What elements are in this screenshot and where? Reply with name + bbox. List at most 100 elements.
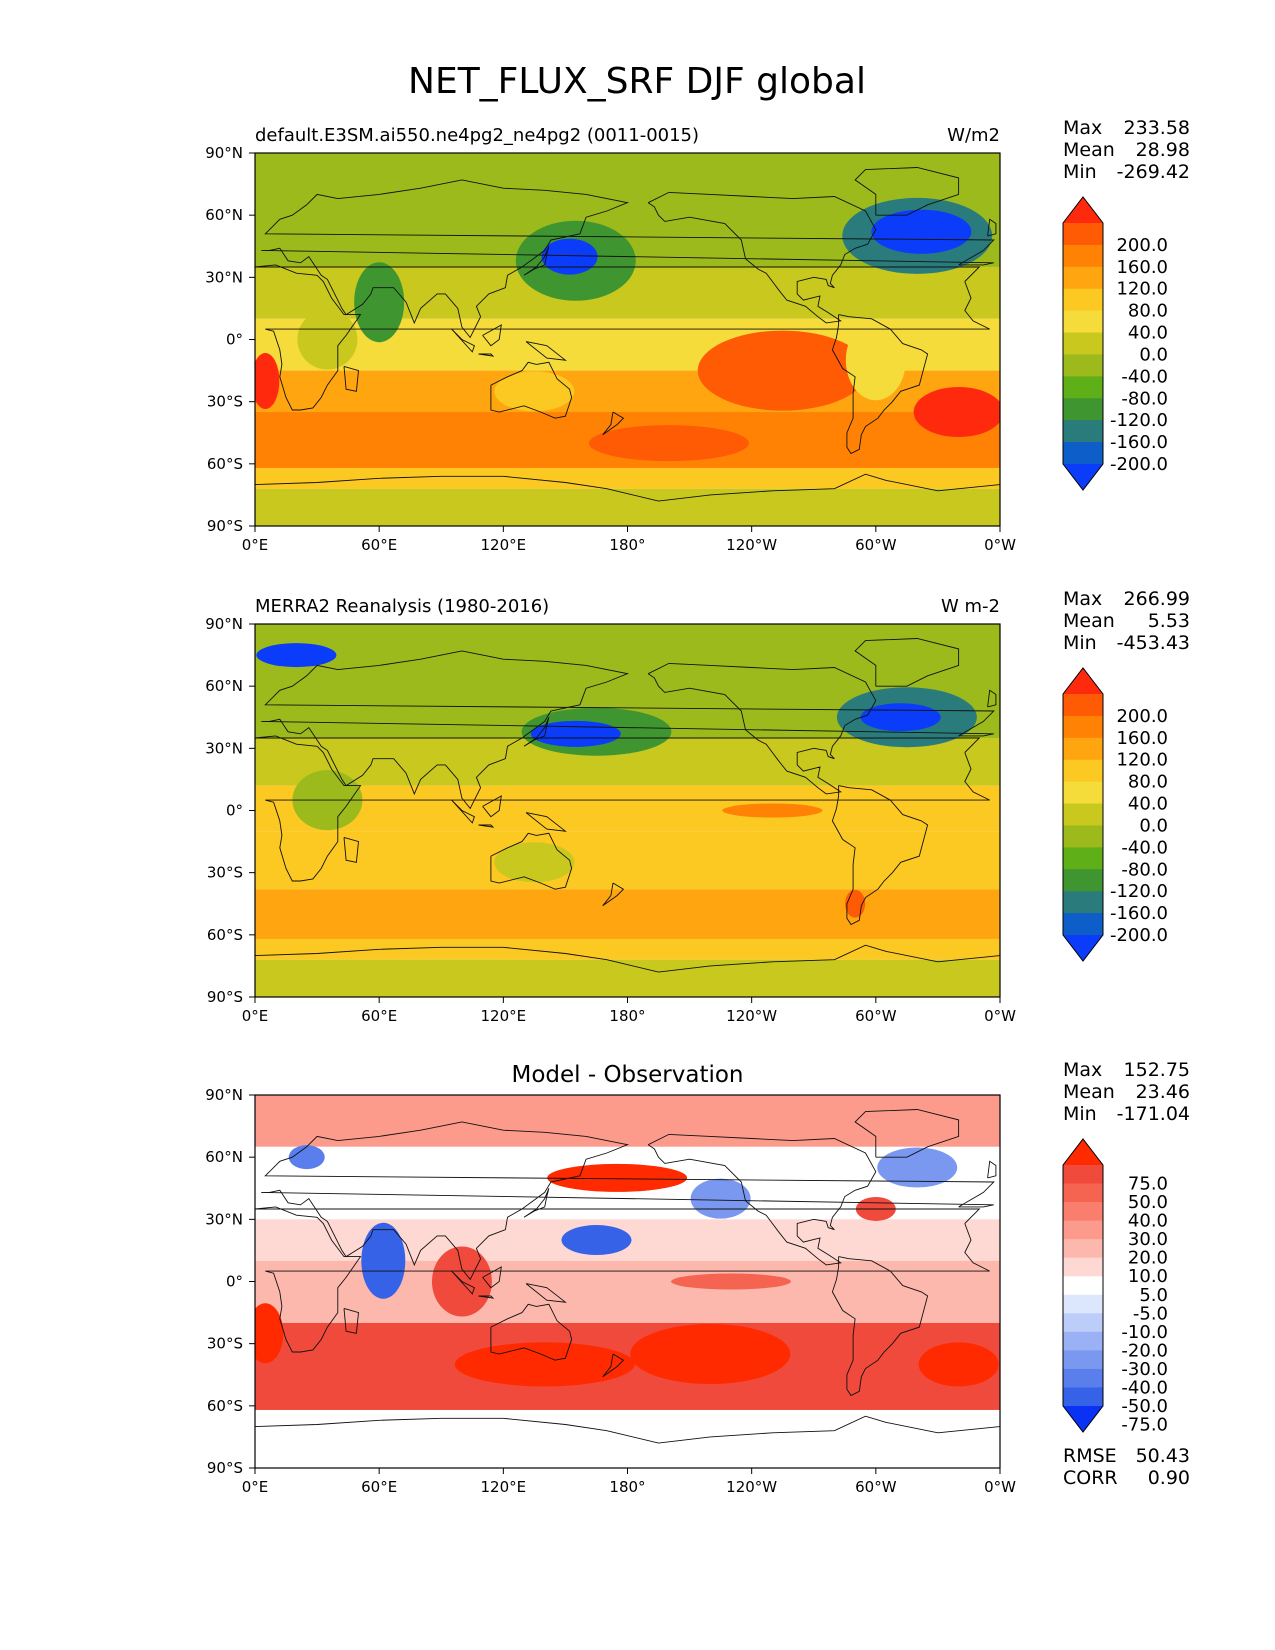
coastline-14 (525, 812, 567, 832)
colorbar-extend-min (1063, 935, 1103, 961)
colorbar-tick-label: -40.0 (1121, 366, 1168, 387)
xtick-label: 120°W (726, 536, 777, 554)
field-band-subpolar (255, 938, 1000, 960)
coastline-0 (261, 650, 995, 810)
field-band-southern-ocean (255, 889, 1000, 939)
ytick-label: 60°N (205, 677, 243, 695)
ytick-label: 60°S (207, 1397, 243, 1415)
coastline-2 (490, 1303, 573, 1361)
field-kuroshio-core (541, 238, 598, 275)
colorbar-tick-label: 40.0 (1128, 794, 1168, 815)
colorbar-segment (1063, 737, 1103, 761)
field-australia-land (494, 842, 575, 883)
field-australia-land (494, 371, 575, 412)
colorbar: 75.050.040.030.020.010.05.0-5.0-10.0-20.… (1062, 1138, 1168, 1436)
xtick-label: 60°E (361, 536, 397, 554)
field-band-subpolar (255, 1409, 1000, 1431)
colorbar-segment (1063, 1313, 1103, 1333)
colorbar-segment (1063, 1202, 1103, 1222)
xtick-label: 0°W (984, 1007, 1016, 1025)
xtick-label: 120°E (481, 536, 527, 554)
coastline-12 (987, 218, 997, 237)
colorbar-tick-label: 30.0 (1128, 1229, 1168, 1250)
colorbar-segment (1063, 891, 1103, 914)
colorbar-segment (1063, 376, 1103, 399)
colorbar-segment (1063, 825, 1103, 848)
colorbar-segment (1063, 847, 1103, 870)
colorbar-tick-label: 10.0 (1128, 1266, 1168, 1287)
field-south-atlantic (918, 1342, 999, 1387)
colorbar-tick-label: -75.0 (1121, 1415, 1168, 1436)
coastline-3 (647, 191, 877, 324)
colorbar-segment (1063, 913, 1103, 936)
panel-units: W/m2 (947, 125, 1000, 146)
colorbar-tick-label: 120.0 (1116, 750, 1168, 771)
panel-2: 90°N 60°N 30°N 0° 30°S 60°S 90°S0°E 60°E 120°E 18… (205, 588, 1190, 1025)
colorbar-segment (1063, 1387, 1103, 1407)
colorbar-extend-max (1063, 197, 1103, 223)
colorbar-tick-label: -50.0 (1121, 1396, 1168, 1417)
colorbar-segment (1063, 694, 1103, 717)
colorbar-segment (1063, 715, 1103, 739)
figure-title: NET_FLUX_SRF DJF global (408, 61, 866, 102)
coastline-3 (647, 662, 877, 795)
coastline-13 (482, 795, 502, 818)
colorbar-tick-label: 200.0 (1116, 706, 1168, 727)
stat-max-label: Max (1063, 1059, 1102, 1081)
colorbar-segment (1063, 332, 1103, 355)
rmse-label: RMSE (1063, 1445, 1117, 1467)
xtick-label: 60°W (855, 536, 897, 554)
colorbar-segment (1063, 223, 1103, 246)
coastline-9 (478, 824, 495, 828)
ytick-label: 90°N (205, 144, 243, 162)
panel-units: W m-2 (941, 596, 1000, 617)
colorbar-segment (1063, 1294, 1103, 1314)
colorbar-segment (1063, 781, 1103, 805)
field-gulfstream-core (860, 703, 941, 732)
ytick-label: 0° (226, 1273, 243, 1291)
field-south-atlantic (913, 387, 1000, 438)
coastline-9 (478, 353, 495, 357)
stat-max-label: Max (1063, 588, 1102, 610)
stat-min-label: Min (1063, 632, 1097, 654)
coastline-0 (261, 179, 995, 339)
colorbar-segment (1063, 1183, 1103, 1203)
stat-min-value: -269.42 (1117, 161, 1190, 183)
field-south-pacific (630, 1324, 791, 1385)
stat-min-label: Min (1063, 161, 1097, 183)
field-kuroshio-core (530, 720, 621, 747)
coastline-7 (523, 717, 550, 747)
coastline-7 (523, 1188, 550, 1218)
colorbar-tick-label: 40.0 (1128, 1211, 1168, 1232)
colorbar-segment (1063, 1331, 1103, 1351)
field-samerica-land (845, 320, 906, 401)
coastline-11 (343, 836, 359, 863)
colorbar-extend-min (1063, 464, 1103, 490)
coastline-4 (831, 785, 929, 926)
colorbar-tick-label: -160.0 (1110, 903, 1168, 924)
colorbar-segment (1063, 1220, 1103, 1240)
xtick-label: 60°W (855, 1007, 897, 1025)
xtick-label: 60°E (361, 1478, 397, 1496)
colorbar-tick-label: 200.0 (1116, 235, 1168, 256)
field-arabian (354, 262, 405, 343)
colorbar-outline (1062, 1138, 1104, 1433)
colorbar-tick-label: 40.0 (1128, 323, 1168, 344)
stat-max-value: 152.75 (1124, 1059, 1190, 1081)
coastline-14 (525, 341, 567, 361)
coastline-12 (987, 689, 997, 708)
coastline-8 (451, 328, 475, 353)
ytick-label: 0° (226, 802, 243, 820)
coastline-11 (343, 365, 359, 392)
coastline-5 (854, 638, 960, 687)
colorbar-tick-label: 120.0 (1116, 279, 1168, 300)
coastline-10 (602, 882, 625, 907)
field-gulfstream-core (871, 209, 972, 254)
ytick-label: 30°N (205, 268, 243, 286)
colorbar-tick-label: 0.0 (1139, 344, 1168, 365)
colorbar-tick-label: 160.0 (1116, 728, 1168, 749)
field-band-antarctica (255, 1430, 1000, 1468)
map-field (255, 1095, 1000, 1468)
coastline-10 (602, 1353, 625, 1378)
xtick-label: 180° (609, 536, 645, 554)
